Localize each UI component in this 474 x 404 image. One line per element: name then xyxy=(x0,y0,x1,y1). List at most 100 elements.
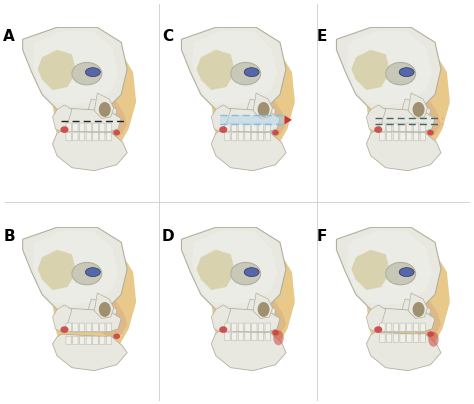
Ellipse shape xyxy=(412,302,425,317)
Polygon shape xyxy=(366,229,450,369)
FancyBboxPatch shape xyxy=(258,332,264,341)
Polygon shape xyxy=(347,30,432,105)
Polygon shape xyxy=(411,295,441,339)
Polygon shape xyxy=(211,105,231,132)
Ellipse shape xyxy=(219,126,228,133)
Ellipse shape xyxy=(374,326,383,333)
Text: E: E xyxy=(317,29,328,44)
FancyBboxPatch shape xyxy=(73,336,78,345)
Polygon shape xyxy=(337,27,441,114)
FancyBboxPatch shape xyxy=(420,133,426,141)
Polygon shape xyxy=(219,308,280,332)
FancyBboxPatch shape xyxy=(265,323,271,331)
Polygon shape xyxy=(211,29,295,169)
Polygon shape xyxy=(366,105,386,132)
Ellipse shape xyxy=(99,102,111,117)
Polygon shape xyxy=(33,30,118,105)
FancyBboxPatch shape xyxy=(413,334,419,342)
Polygon shape xyxy=(182,227,286,314)
Ellipse shape xyxy=(257,302,270,317)
FancyBboxPatch shape xyxy=(86,123,91,131)
FancyBboxPatch shape xyxy=(225,123,230,131)
Polygon shape xyxy=(97,295,127,339)
Polygon shape xyxy=(60,108,121,132)
FancyBboxPatch shape xyxy=(265,123,271,131)
FancyBboxPatch shape xyxy=(93,323,98,331)
FancyBboxPatch shape xyxy=(231,133,237,141)
Polygon shape xyxy=(23,27,127,114)
Polygon shape xyxy=(366,130,441,171)
FancyBboxPatch shape xyxy=(100,133,105,141)
Ellipse shape xyxy=(113,333,120,339)
Ellipse shape xyxy=(272,330,279,335)
Ellipse shape xyxy=(72,263,102,285)
Ellipse shape xyxy=(427,130,434,135)
Polygon shape xyxy=(337,227,441,314)
FancyBboxPatch shape xyxy=(106,133,112,141)
Polygon shape xyxy=(60,308,121,332)
Polygon shape xyxy=(211,130,286,171)
Text: A: A xyxy=(3,29,15,44)
FancyBboxPatch shape xyxy=(407,133,412,141)
Polygon shape xyxy=(253,93,273,118)
Ellipse shape xyxy=(272,130,279,135)
Ellipse shape xyxy=(113,130,120,135)
Ellipse shape xyxy=(428,332,439,347)
Polygon shape xyxy=(256,95,286,139)
Polygon shape xyxy=(366,29,450,169)
Polygon shape xyxy=(246,99,275,122)
FancyBboxPatch shape xyxy=(73,133,78,141)
Ellipse shape xyxy=(399,67,414,77)
FancyBboxPatch shape xyxy=(73,123,78,131)
Polygon shape xyxy=(182,27,286,114)
Text: B: B xyxy=(3,229,15,244)
Polygon shape xyxy=(284,116,292,124)
Polygon shape xyxy=(401,99,430,122)
FancyBboxPatch shape xyxy=(265,332,271,341)
FancyBboxPatch shape xyxy=(100,123,105,131)
FancyBboxPatch shape xyxy=(231,123,237,131)
FancyBboxPatch shape xyxy=(380,323,385,331)
FancyBboxPatch shape xyxy=(100,336,105,345)
Ellipse shape xyxy=(412,102,425,117)
Polygon shape xyxy=(33,230,118,305)
Polygon shape xyxy=(53,229,136,369)
FancyBboxPatch shape xyxy=(80,336,85,345)
FancyBboxPatch shape xyxy=(66,123,71,131)
FancyBboxPatch shape xyxy=(407,334,412,342)
FancyBboxPatch shape xyxy=(258,323,264,331)
Polygon shape xyxy=(196,50,235,90)
FancyBboxPatch shape xyxy=(66,323,71,331)
FancyBboxPatch shape xyxy=(66,336,71,345)
FancyBboxPatch shape xyxy=(252,133,257,141)
Ellipse shape xyxy=(231,263,261,285)
Polygon shape xyxy=(374,108,435,132)
Polygon shape xyxy=(94,293,114,318)
FancyBboxPatch shape xyxy=(393,323,399,331)
FancyBboxPatch shape xyxy=(413,323,419,331)
FancyBboxPatch shape xyxy=(231,323,237,331)
FancyBboxPatch shape xyxy=(420,123,426,131)
Polygon shape xyxy=(53,334,127,371)
FancyBboxPatch shape xyxy=(386,323,392,331)
FancyBboxPatch shape xyxy=(225,133,230,141)
Polygon shape xyxy=(401,299,430,322)
FancyBboxPatch shape xyxy=(252,332,257,341)
FancyBboxPatch shape xyxy=(238,323,244,331)
FancyBboxPatch shape xyxy=(93,123,98,131)
Polygon shape xyxy=(211,330,286,371)
FancyBboxPatch shape xyxy=(400,123,405,131)
FancyBboxPatch shape xyxy=(86,323,91,331)
Ellipse shape xyxy=(72,63,102,85)
Ellipse shape xyxy=(99,302,111,317)
FancyBboxPatch shape xyxy=(380,133,385,141)
Ellipse shape xyxy=(60,326,69,333)
Polygon shape xyxy=(256,295,286,339)
Polygon shape xyxy=(37,50,76,90)
Polygon shape xyxy=(246,299,275,322)
FancyBboxPatch shape xyxy=(413,123,419,131)
Text: C: C xyxy=(162,29,173,44)
FancyBboxPatch shape xyxy=(393,123,399,131)
FancyBboxPatch shape xyxy=(238,133,244,141)
FancyBboxPatch shape xyxy=(238,332,244,341)
